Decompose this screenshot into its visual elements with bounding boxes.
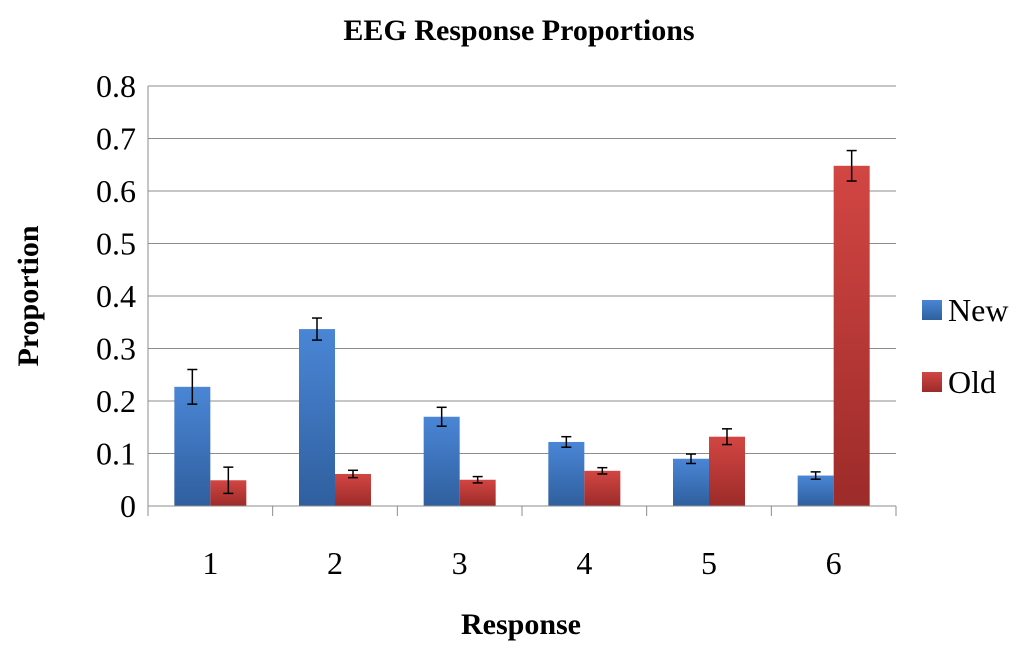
gridlines <box>147 85 896 506</box>
y-tick-label: 0.6 <box>96 173 136 209</box>
bar-old-2 <box>335 473 371 506</box>
y-tick-label: 0.2 <box>96 383 136 419</box>
x-tick-label: 5 <box>701 545 717 581</box>
y-tick-label: 0.3 <box>96 331 136 367</box>
y-tick-label: 0.4 <box>96 278 136 314</box>
x-axis-label: Response <box>461 608 581 641</box>
x-tick-labels: 1 2 3 4 5 6 <box>202 545 841 581</box>
y-tick-label: 0 <box>120 488 136 524</box>
x-tick-label: 3 <box>452 545 468 581</box>
x-axis <box>147 505 897 516</box>
legend: New Old <box>922 292 1008 400</box>
bar-old-5 <box>709 436 745 506</box>
bar-old-4 <box>584 470 621 506</box>
bar-new-3 <box>423 416 460 506</box>
chart-title: EEG Response Proportions <box>343 14 694 47</box>
bar-new-5 <box>673 458 709 506</box>
y-axis-label: Proportion <box>12 225 45 366</box>
legend-swatch-new <box>922 300 942 320</box>
y-tick-label: 0.8 <box>96 68 136 104</box>
bar-new-4 <box>548 441 585 506</box>
x-tick-label: 6 <box>826 545 842 581</box>
bar-new-6 <box>797 475 834 506</box>
bar-new-2 <box>299 329 335 506</box>
legend-label-old: Old <box>948 364 996 400</box>
x-tick-label: 4 <box>576 545 592 581</box>
y-tick-label: 0.5 <box>96 226 136 262</box>
y-tick-label: 0.1 <box>96 436 136 472</box>
bars <box>174 149 870 507</box>
legend-label-new: New <box>948 292 1008 328</box>
y-tick-labels: 0 0.1 0.2 0.3 0.4 0.5 0.6 0.7 0.8 <box>96 68 136 524</box>
y-tick-label: 0.7 <box>96 121 136 157</box>
x-tick-label: 2 <box>327 545 343 581</box>
x-tick-label: 1 <box>202 545 218 581</box>
legend-swatch-old <box>922 372 942 392</box>
bar-old-6 <box>833 165 870 507</box>
bar-old-3 <box>459 479 496 506</box>
bar-new-1 <box>174 386 211 506</box>
